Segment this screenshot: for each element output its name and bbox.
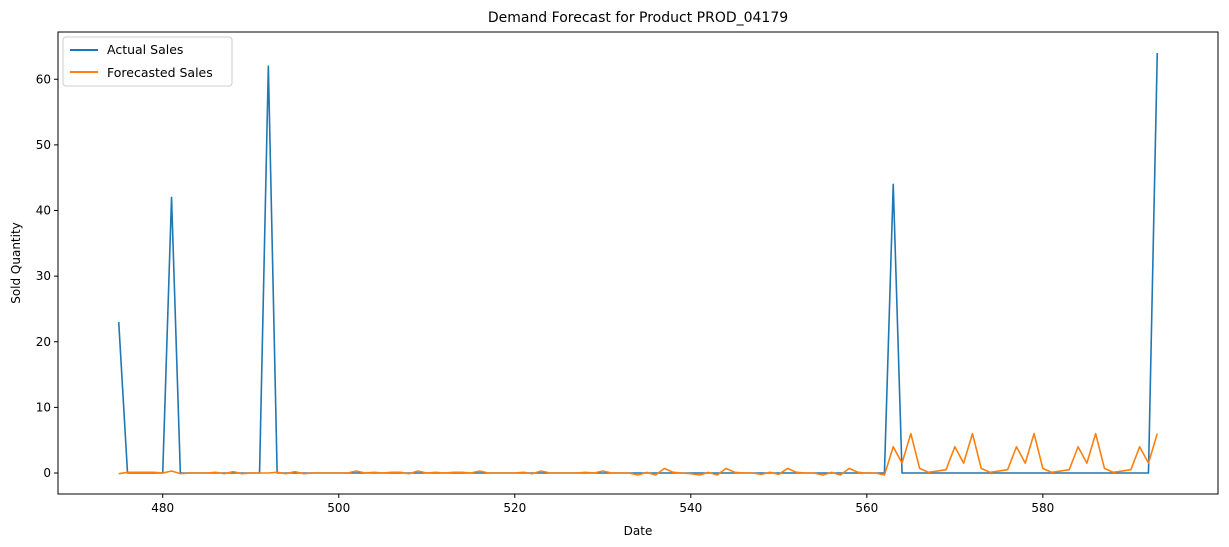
- series-line-forecasted-sales: [118, 432, 1159, 476]
- y-tick-label: 40: [36, 204, 51, 218]
- plot-area: [57, 31, 1219, 495]
- legend: Actual Sales Forecasted Sales: [62, 36, 233, 87]
- y-tick-label: 0: [43, 466, 51, 480]
- y-axis-title: Sold Quantity: [9, 222, 23, 304]
- x-tick-label: 540: [679, 501, 702, 515]
- legend-box: [62, 36, 233, 87]
- x-axis-title: Date: [624, 524, 653, 538]
- x-tick-label: 500: [327, 501, 350, 515]
- x-tick-label: 520: [503, 501, 526, 515]
- y-tick-label: 50: [36, 138, 51, 152]
- chart-title: Demand Forecast for Product PROD_04179: [488, 10, 788, 26]
- y-tick-label: 10: [36, 400, 51, 414]
- y-axis: 0 10 20 30 40 50 60: [36, 72, 58, 480]
- x-tick-label: 480: [151, 501, 174, 515]
- y-tick-label: 60: [36, 72, 51, 86]
- y-tick-label: 20: [36, 335, 51, 349]
- x-tick-label: 580: [1031, 501, 1054, 515]
- series-lines: [117, 52, 1159, 476]
- y-tick-label: 30: [36, 269, 51, 283]
- legend-label-actual: Actual Sales: [107, 42, 183, 57]
- legend-label-forecast: Forecasted Sales: [107, 65, 213, 80]
- x-tick-label: 560: [855, 501, 878, 515]
- x-axis: 480 500 520 540 560 580: [151, 494, 1054, 515]
